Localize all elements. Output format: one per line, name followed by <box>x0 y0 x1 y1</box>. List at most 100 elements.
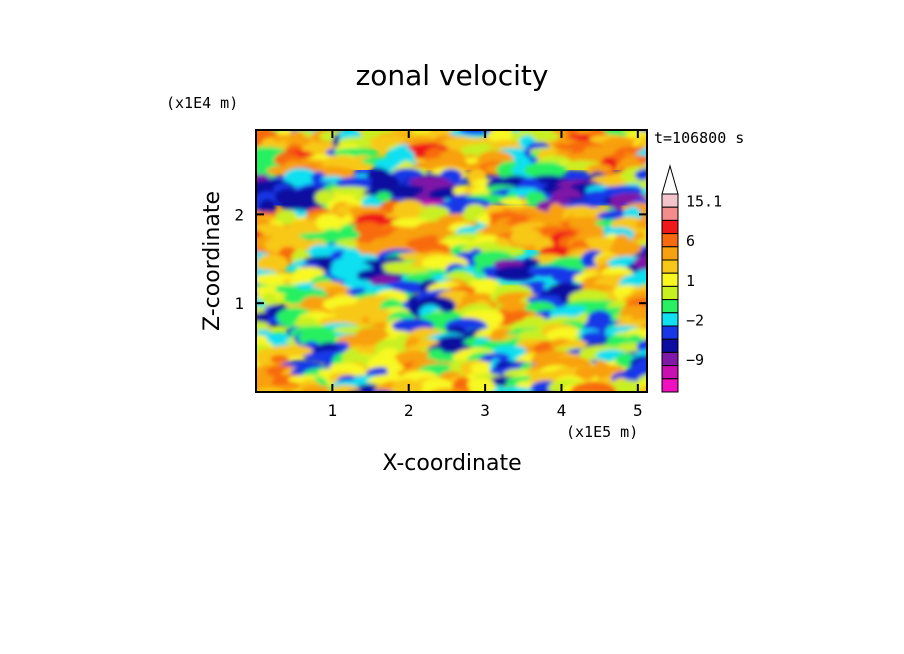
field-cell <box>381 185 424 198</box>
field-cell <box>337 117 363 130</box>
field-cell <box>329 385 362 392</box>
colorbar-swatch <box>661 338 679 353</box>
colorbar-swatch <box>661 233 679 248</box>
field-cell <box>375 191 392 203</box>
field-cell <box>264 398 297 406</box>
field-cell <box>339 117 383 130</box>
field-cell <box>584 190 613 201</box>
field-cell <box>383 130 391 131</box>
field-cell <box>275 209 298 225</box>
field-cell <box>593 395 638 403</box>
field-cell <box>488 130 514 144</box>
x-unit-label: (x1E5 m) <box>566 423 638 441</box>
colorbar-swatch <box>661 299 679 314</box>
x-axis-label: X-coordinate <box>382 451 521 476</box>
x-tick-label: 5 <box>633 401 643 420</box>
field-cell <box>411 391 415 392</box>
field-cell <box>311 171 326 185</box>
plot-frame <box>255 129 648 393</box>
colorbar-extend-arrow <box>661 164 679 195</box>
x-tick-label: 4 <box>557 401 567 420</box>
field-cell <box>523 162 568 179</box>
field-cell <box>575 367 596 381</box>
y-unit-label: (x1E4 m) <box>166 94 238 112</box>
field-cell <box>409 398 455 408</box>
field-cell <box>259 199 277 216</box>
field-cell <box>602 116 638 130</box>
field-cell <box>256 254 289 274</box>
field-cell <box>607 395 626 409</box>
field-cell <box>283 168 319 188</box>
field-cell <box>580 331 607 345</box>
field-cell <box>566 393 606 403</box>
field-detail <box>231 115 651 415</box>
field-cell <box>452 377 473 392</box>
field-cell <box>530 131 560 142</box>
field-cell <box>528 394 573 408</box>
field-cell <box>599 365 625 374</box>
field-cell <box>634 168 647 182</box>
colorbar-swatch <box>661 312 679 327</box>
field-cell <box>646 338 647 340</box>
colorbar-swatch <box>661 351 679 367</box>
colorbar-swatch <box>661 193 679 208</box>
field-cell <box>534 387 551 392</box>
field-cell <box>469 384 499 392</box>
field-cell <box>356 400 375 409</box>
field-cell <box>254 397 294 412</box>
field-cell <box>479 309 504 327</box>
field-cell <box>509 229 544 246</box>
field-cell <box>572 216 608 232</box>
field-cell <box>494 265 537 281</box>
field-cell <box>391 378 422 392</box>
colorbar-swatch <box>661 378 679 393</box>
time-label: t=106800 s <box>654 129 744 147</box>
field-cell <box>308 119 327 130</box>
colorbar-swatch <box>661 285 679 301</box>
field-cell <box>281 398 324 410</box>
field-cell <box>315 213 343 232</box>
field-cell <box>612 120 651 128</box>
colorbar-swatch <box>661 272 679 287</box>
plot-area <box>231 115 651 415</box>
field-cell <box>490 367 508 375</box>
field-cell <box>327 130 339 131</box>
colorbar-swatch <box>661 365 679 380</box>
field-cell <box>256 321 270 330</box>
colorbar-label: 6 <box>686 232 695 250</box>
field-cell <box>338 168 356 176</box>
colorbar-labels: 15.1 6 1 −2 −9 <box>686 193 722 369</box>
colorbar-label: 1 <box>686 272 695 290</box>
field-cell <box>570 381 617 392</box>
colorbar-label: 15.1 <box>686 193 722 211</box>
field-cell <box>277 397 321 415</box>
field-cell <box>437 120 454 127</box>
field-cell <box>256 387 285 392</box>
field-cell <box>633 254 647 271</box>
field-cell <box>356 235 375 244</box>
field-cell <box>344 397 368 406</box>
colorbar <box>661 164 679 393</box>
field-cell <box>336 229 361 243</box>
y-axis-ticks: 12 <box>234 205 647 313</box>
field-cell <box>597 393 614 406</box>
field-cell <box>301 386 322 392</box>
field-cell <box>330 186 370 195</box>
field-cell <box>270 354 289 364</box>
field-cell <box>437 400 463 414</box>
field-cell <box>253 393 271 402</box>
field-cell <box>626 328 647 337</box>
field-cell <box>589 115 620 129</box>
field-cell <box>491 386 535 392</box>
field-cell <box>522 257 540 269</box>
field-cell <box>231 401 274 409</box>
field-cell <box>452 130 469 131</box>
y-axis-label: Z-coordinate <box>200 191 225 331</box>
field-cell <box>264 235 309 255</box>
colorbar-label: −2 <box>686 311 704 329</box>
chart-title: zonal velocity <box>356 59 549 92</box>
field-cell <box>633 358 647 375</box>
field-cell <box>387 117 434 127</box>
colorbar-swatch <box>661 325 679 340</box>
